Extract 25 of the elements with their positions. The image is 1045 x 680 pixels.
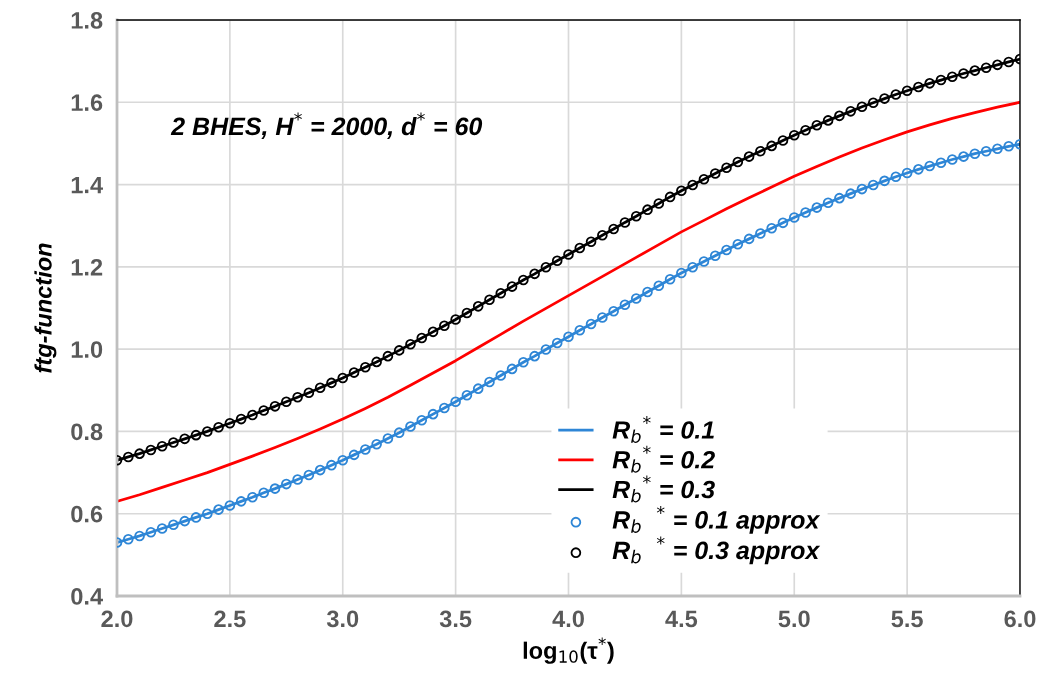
legend-label: R$_{b}$ $^{*}$ = 0.3 approx [612, 536, 821, 565]
y-tick-label: 0.4 [71, 588, 103, 605]
y-tick-label: 0.8 [71, 423, 103, 441]
y-tick-label: 1.6 [71, 94, 103, 112]
annotation: 2 BHES, H$^{*}$ = 2000, d$^{*}$ = 60 [170, 112, 483, 139]
y-tick-label: 1.0 [71, 341, 103, 358]
y-tick-label: 1.2 [71, 258, 103, 276]
x-tick-label: 2.5 [214, 610, 246, 628]
x-tick-label: 4.0 [552, 610, 584, 628]
x-tick-label: 5.5 [891, 610, 923, 628]
y-axis-title: ftg-function [34, 243, 57, 373]
x-tick-label: 5.0 [778, 610, 810, 628]
legend-label: R$_{b}$$^{*}$ = 0.2 [612, 445, 715, 473]
legend-label: R$_{b}$ $^{*}$ = 0.1 approx [612, 505, 821, 534]
y-tick-label: 1.8 [71, 12, 103, 29]
x-tick-label: 3.0 [326, 610, 359, 628]
y-tick-label: 0.6 [71, 505, 103, 523]
x-tick-label: 3.5 [439, 610, 472, 628]
x-tick-label: 4.5 [665, 610, 698, 628]
legend-label: R$_{b}$$^{*}$ = 0.3 [612, 475, 715, 503]
y-tick-label: 1.4 [71, 176, 103, 194]
x-tick-label: 2.0 [101, 610, 133, 628]
legend-label: R$_{b}$$^{*}$ = 0.1 [612, 416, 714, 443]
x-axis-title: log$_{10}$(τ$^{*}$) [523, 637, 614, 664]
x-tick-label: 6.0 [1004, 610, 1036, 628]
